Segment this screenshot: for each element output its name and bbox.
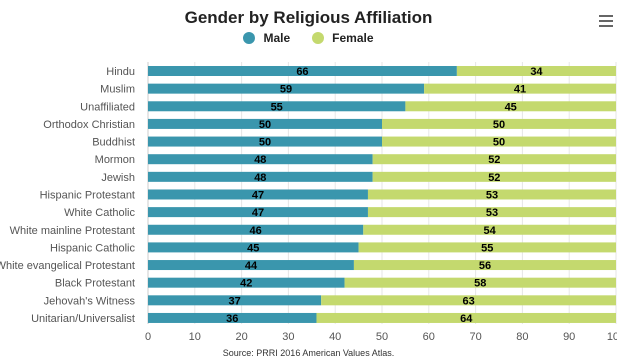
data-label-male-hindu: 66 <box>296 66 308 78</box>
hamburger-menu-icon[interactable] <box>599 15 613 29</box>
bar-male-white-evangelical-protestant <box>148 260 354 271</box>
data-label-male-black-protestant: 42 <box>240 278 252 290</box>
bar-female-white-evangelical-protestant <box>353 260 616 271</box>
bar-male-black-protestant <box>148 277 345 288</box>
bar-female-white-catholic <box>367 207 616 218</box>
x-tick-label-70: 70 <box>469 331 481 343</box>
category-label-black-protestant: Black Protestant <box>55 278 135 290</box>
bar-female-buddhist <box>382 136 616 147</box>
x-tick-label-40: 40 <box>329 331 341 343</box>
category-label-muslim: Muslim <box>100 84 135 96</box>
chart-source: Source: PRRI 2016 American Values Atlas. <box>222 348 395 358</box>
data-label-female-mormon: 52 <box>488 154 500 166</box>
data-label-female-white-evangelical-protestant: 56 <box>479 260 491 272</box>
category-label-hispanic-catholic: Hispanic Catholic <box>50 242 135 254</box>
data-label-male-jewish: 48 <box>254 172 266 184</box>
data-label-female-jewish: 52 <box>488 172 500 184</box>
data-label-male-hispanic-protestant: 47 <box>252 189 264 201</box>
data-label-female-hispanic-catholic: 55 <box>481 242 493 254</box>
bar-female-unaffiliated <box>405 101 616 112</box>
bar-male-unitarian-universalist <box>148 312 317 323</box>
bar-female-hispanic-protestant <box>367 189 616 200</box>
category-label-orthodox-christian: Orthodox Christian <box>43 119 135 131</box>
bar-female-muslim <box>424 83 616 94</box>
category-label-mormon: Mormon <box>95 154 135 166</box>
data-label-female-white-mainline-protestant: 54 <box>484 225 497 237</box>
category-label-unitarian-universalist: Unitarian/Universalist <box>31 313 135 325</box>
category-label-hispanic-protestant: Hispanic Protestant <box>40 189 135 201</box>
legend-item-female[interactable]: Female <box>312 31 374 45</box>
category-label-white-mainline-protestant: White mainline Protestant <box>10 225 135 237</box>
data-label-female-black-protestant: 58 <box>474 278 486 290</box>
legend-label-female: Female <box>332 31 374 45</box>
x-tick-label-60: 60 <box>423 331 435 343</box>
category-label-jehovah-s-witness: Jehovah's Witness <box>44 295 136 307</box>
data-label-female-hindu: 34 <box>530 66 543 78</box>
bar-female-unitarian-universalist <box>316 312 616 323</box>
bar-male-orthodox-christian <box>148 118 382 129</box>
bar-male-hispanic-protestant <box>148 189 368 200</box>
category-label-white-evangelical-protestant: White evangelical Protestant <box>0 260 135 272</box>
bar-male-unaffiliated <box>148 101 406 112</box>
x-tick-label-90: 90 <box>563 331 575 343</box>
legend: Male Female <box>0 31 617 45</box>
bar-male-white-mainline-protestant <box>148 224 364 235</box>
data-label-male-white-catholic: 47 <box>252 207 264 219</box>
x-tick-label-0: 0 <box>145 331 151 343</box>
category-label-unaffiliated: Unaffiliated <box>80 101 135 113</box>
bar-female-hindu <box>456 66 616 76</box>
data-label-male-orthodox-christian: 50 <box>259 119 271 131</box>
legend-swatch-female <box>312 32 325 44</box>
x-tick-label-80: 80 <box>516 331 528 343</box>
category-label-jewish: Jewish <box>101 172 135 184</box>
data-label-male-hispanic-catholic: 45 <box>247 242 259 254</box>
legend-label-male: Male <box>263 31 291 45</box>
data-label-male-jehovah-s-witness: 37 <box>228 295 240 307</box>
x-tick-label-100: 100 <box>607 331 617 343</box>
data-label-female-buddhist: 50 <box>493 137 505 149</box>
bar-female-white-mainline-protestant <box>363 224 616 235</box>
data-label-male-white-evangelical-protestant: 44 <box>245 260 258 272</box>
bar-female-jehovah-s-witness <box>321 295 616 306</box>
bar-male-buddhist <box>148 136 382 147</box>
x-tick-label-30: 30 <box>282 331 294 343</box>
bar-male-muslim <box>148 83 425 94</box>
data-label-male-white-mainline-protestant: 46 <box>250 225 262 237</box>
bar-female-jewish <box>372 171 616 182</box>
legend-swatch-male <box>243 32 256 44</box>
data-label-female-jehovah-s-witness: 63 <box>462 295 474 307</box>
legend-item-male[interactable]: Male <box>243 31 290 45</box>
bar-male-white-catholic <box>148 207 368 218</box>
bar-male-hispanic-catholic <box>148 242 359 253</box>
data-label-female-hispanic-protestant: 53 <box>486 189 498 201</box>
bar-female-orthodox-christian <box>382 118 616 129</box>
chart-title: Gender by Religious Affiliation <box>184 8 433 27</box>
bar-male-mormon <box>148 154 373 165</box>
bar-female-black-protestant <box>344 277 616 288</box>
data-label-male-muslim: 59 <box>280 84 292 96</box>
data-label-male-mormon: 48 <box>254 154 266 166</box>
category-label-hindu: Hindu <box>106 66 135 78</box>
data-label-female-unitarian-universalist: 64 <box>460 313 473 325</box>
bar-male-jewish <box>148 171 373 182</box>
data-label-male-unaffiliated: 55 <box>271 101 283 113</box>
data-label-female-unaffiliated: 45 <box>505 101 517 113</box>
data-label-female-white-catholic: 53 <box>486 207 498 219</box>
x-tick-label-50: 50 <box>376 331 388 343</box>
category-label-white-catholic: White Catholic <box>64 207 135 219</box>
x-tick-label-20: 20 <box>235 331 247 343</box>
data-label-female-orthodox-christian: 50 <box>493 119 505 131</box>
data-label-male-buddhist: 50 <box>259 137 271 149</box>
bar-male-jehovah-s-witness <box>148 295 322 306</box>
bar-male-hindu <box>148 66 457 76</box>
x-tick-label-10: 10 <box>189 331 201 343</box>
bar-female-hispanic-catholic <box>358 242 616 253</box>
bar-female-mormon <box>372 154 616 165</box>
data-label-female-muslim: 41 <box>514 84 526 96</box>
category-label-buddhist: Buddhist <box>92 137 135 149</box>
data-label-male-unitarian-universalist: 36 <box>226 313 238 325</box>
